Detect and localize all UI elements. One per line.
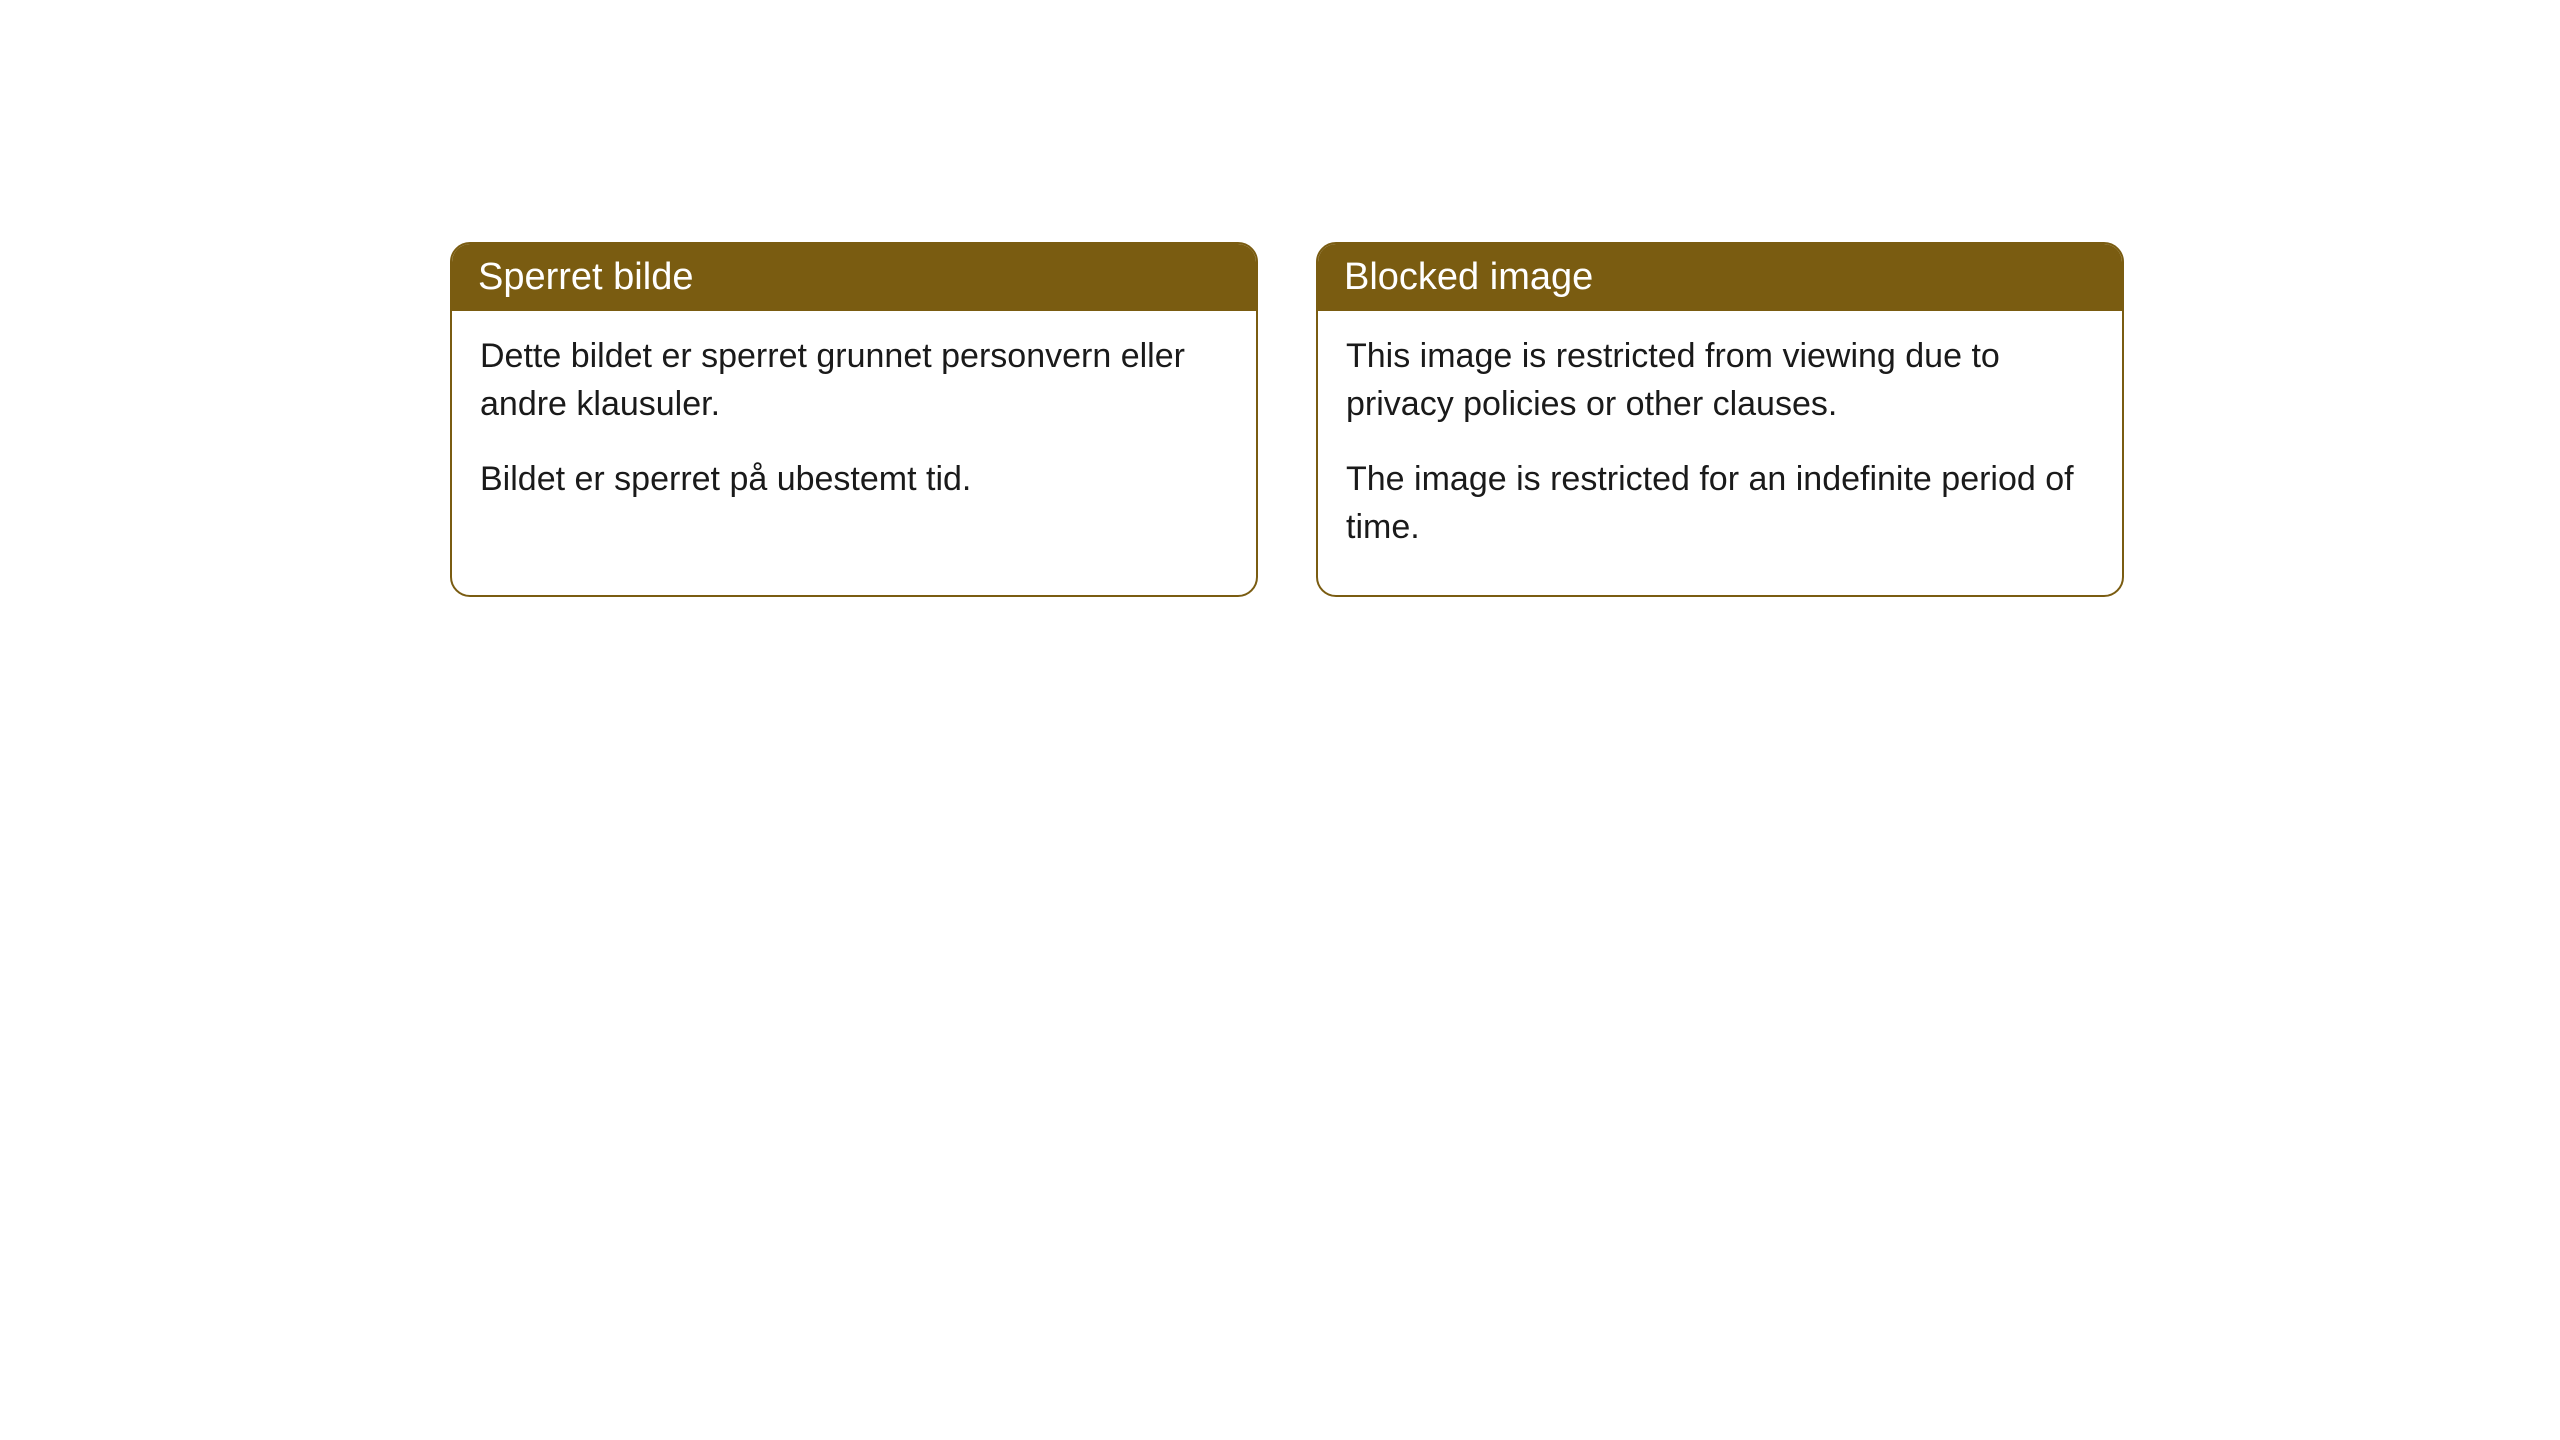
card-paragraph-1: This image is restricted from viewing du…: [1346, 333, 2094, 428]
blocked-image-card-english: Blocked image This image is restricted f…: [1316, 242, 2124, 597]
card-paragraph-1: Dette bildet er sperret grunnet personve…: [480, 333, 1228, 428]
card-header: Blocked image: [1318, 244, 2122, 311]
card-body: Dette bildet er sperret grunnet personve…: [452, 311, 1256, 548]
card-body: This image is restricted from viewing du…: [1318, 311, 2122, 595]
card-title: Sperret bilde: [478, 256, 693, 298]
card-header: Sperret bilde: [452, 244, 1256, 311]
blocked-image-card-norwegian: Sperret bilde Dette bildet er sperret gr…: [450, 242, 1258, 597]
card-paragraph-2: The image is restricted for an indefinit…: [1346, 456, 2094, 551]
notice-cards-container: Sperret bilde Dette bildet er sperret gr…: [450, 242, 2124, 597]
card-paragraph-2: Bildet er sperret på ubestemt tid.: [480, 456, 1228, 504]
card-title: Blocked image: [1344, 256, 1593, 298]
